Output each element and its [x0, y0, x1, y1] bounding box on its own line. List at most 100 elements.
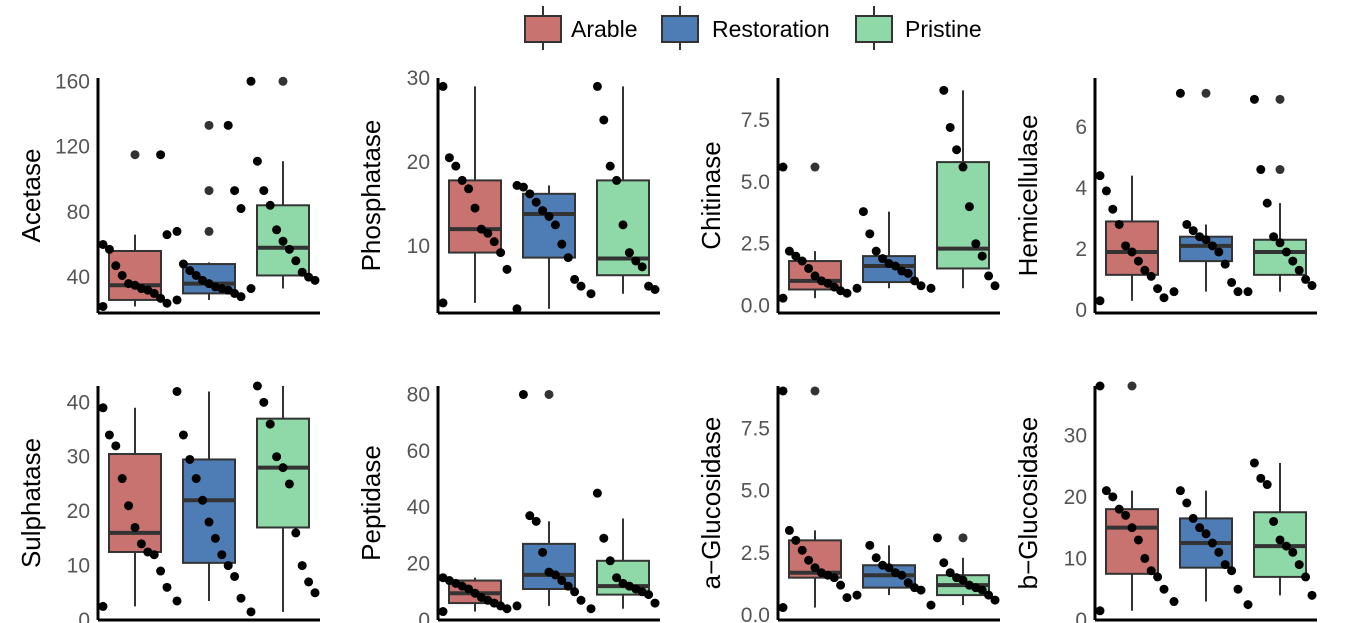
- data-point-phosphatase-restoration: [512, 304, 522, 314]
- data-point-phosphatase-pristine: [624, 248, 634, 258]
- outlier-b-glucosidase-arable: [1127, 381, 1137, 391]
- data-point-b-glucosidase-arable: [1133, 535, 1143, 545]
- data-point-b-glucosidase-restoration: [1182, 498, 1192, 508]
- data-point-chitinase-restoration: [865, 229, 875, 239]
- data-point-chitinase-restoration: [916, 281, 926, 291]
- data-point-peptidase-restoration: [538, 547, 548, 557]
- box-sulphatase-arable: [98, 403, 172, 611]
- data-point-a-glucosidase-arable: [778, 386, 788, 396]
- data-point-b-glucosidase-restoration: [1195, 523, 1205, 533]
- data-point-chitinase-pristine: [977, 251, 987, 261]
- outlier-peptidase-restoration: [544, 389, 554, 399]
- tick-label-b-glucosidase: 30: [1064, 424, 1087, 447]
- data-point-hemicellulase-pristine: [1243, 287, 1253, 297]
- data-point-b-glucosidase-pristine: [1256, 473, 1266, 483]
- outlier-acetase-pristine: [278, 76, 288, 86]
- data-point-hemicellulase-restoration: [1175, 88, 1185, 98]
- data-point-hemicellulase-restoration: [1195, 232, 1205, 242]
- data-point-peptidase-pristine: [612, 573, 622, 583]
- data-point-b-glucosidase-arable: [1095, 606, 1105, 616]
- data-point-acetase-arable: [124, 279, 134, 289]
- data-point-hemicellulase-pristine: [1269, 232, 1279, 242]
- data-point-hemicellulase-pristine: [1288, 256, 1298, 266]
- data-point-sulphatase-arable: [124, 501, 134, 511]
- data-point-a-glucosidase-arable: [836, 580, 846, 590]
- data-point-phosphatase-arable: [438, 81, 448, 91]
- box-phosphatase-arable: [438, 81, 512, 308]
- data-point-b-glucosidase-pristine: [1288, 547, 1298, 557]
- data-point-acetase-restoration: [236, 204, 246, 214]
- data-point-acetase-arable: [111, 261, 121, 271]
- box-body-peptidase-restoration: [522, 542, 576, 590]
- box-peptidase-pristine: [586, 488, 660, 614]
- data-point-hemicellulase-restoration: [1207, 241, 1217, 251]
- data-point-acetase-restoration: [185, 266, 195, 276]
- panel-acetase: 40 80 120 160 Acetase: [16, 70, 320, 315]
- data-point-hemicellulase-restoration: [1233, 287, 1243, 297]
- box-sulphatase-restoration: [172, 386, 246, 606]
- data-point-phosphatase-pristine: [612, 175, 622, 185]
- data-point-b-glucosidase-restoration: [1220, 560, 1230, 570]
- data-point-phosphatase-pristine: [586, 289, 596, 299]
- data-point-phosphatase-pristine: [644, 281, 654, 291]
- box-a-glucosidase-arable: [778, 386, 852, 613]
- data-point-b-glucosidase-pristine: [1262, 480, 1272, 490]
- data-point-sulphatase-pristine: [284, 479, 294, 489]
- data-point-a-glucosidase-arable: [842, 593, 852, 603]
- tick-label-b-glucosidase: 10: [1064, 547, 1087, 570]
- data-point-sulphatase-pristine: [297, 561, 307, 571]
- data-point-phosphatase-pristine: [618, 220, 628, 230]
- data-point-hemicellulase-arable: [1121, 241, 1131, 251]
- data-point-peptidase-restoration: [544, 567, 554, 577]
- tick-label-acetase: 80: [67, 201, 90, 224]
- data-point-sulphatase-pristine: [259, 397, 269, 407]
- data-point-hemicellulase-pristine: [1294, 265, 1304, 275]
- data-point-sulphatase-restoration: [172, 386, 182, 396]
- data-point-phosphatase-restoration: [525, 189, 535, 199]
- y-axis-label-acetase: Acetase: [16, 149, 46, 243]
- outlier-hemicellulase-restoration: [1201, 88, 1211, 98]
- data-point-chitinase-restoration: [858, 207, 868, 217]
- data-point-a-glucosidase-pristine: [939, 558, 949, 568]
- data-point-chitinase-pristine: [926, 283, 936, 293]
- tick-label-peptidase: 40: [407, 496, 430, 519]
- data-point-hemicellulase-restoration: [1214, 247, 1224, 257]
- tick-label-phosphatase: 30: [407, 67, 430, 90]
- data-point-hemicellulase-pristine: [1249, 94, 1259, 104]
- data-point-sulphatase-arable: [156, 566, 166, 576]
- data-point-b-glucosidase-pristine: [1301, 572, 1311, 582]
- tick-label-chitinase: 2.5: [741, 233, 770, 256]
- panel-peptidase: 0 20 40 60 80 Peptidase: [356, 383, 660, 623]
- tick-label-acetase: 160: [55, 70, 90, 93]
- data-point-acetase-restoration: [198, 275, 208, 285]
- tick-label-acetase: 120: [55, 136, 90, 159]
- panel-phosphatase: 10 20 30 Phosphatase: [356, 67, 660, 315]
- data-point-phosphatase-restoration: [550, 220, 560, 230]
- tick-label-a-glucosidase: 7.5: [741, 417, 770, 440]
- data-point-b-glucosidase-pristine: [1269, 516, 1279, 526]
- data-point-sulphatase-restoration: [178, 430, 188, 440]
- data-point-phosphatase-arable: [476, 224, 486, 234]
- data-point-phosphatase-restoration: [544, 211, 554, 221]
- data-point-sulphatase-pristine: [278, 463, 288, 473]
- data-point-chitinase-arable: [797, 256, 807, 266]
- data-point-peptidase-restoration: [576, 595, 586, 605]
- data-point-b-glucosidase-pristine: [1281, 541, 1291, 551]
- legend-key-restoration: [661, 15, 699, 43]
- data-point-sulphatase-restoration: [217, 550, 227, 560]
- data-point-b-glucosidase-restoration: [1188, 513, 1198, 523]
- data-point-phosphatase-arable: [470, 203, 480, 213]
- data-point-chitinase-restoration: [884, 259, 894, 269]
- y-axis-label-hemicellulase: Hemicellulase: [1013, 115, 1043, 277]
- tick-label-sulphatase: 10: [67, 555, 90, 578]
- data-point-phosphatase-restoration: [538, 206, 548, 216]
- data-point-chitinase-arable: [778, 162, 788, 172]
- box-b-glucosidase-arable: [1095, 381, 1169, 616]
- data-point-peptidase-pristine: [599, 533, 609, 543]
- data-point-a-glucosidase-pristine: [984, 590, 994, 600]
- tick-label-sulphatase: 0: [78, 609, 90, 623]
- data-point-phosphatase-arable: [444, 153, 454, 163]
- panel-a-glucosidase: 0.0 2.5 5.0 7.5 a−Glucosidase: [696, 386, 1000, 623]
- data-point-a-glucosidase-pristine: [952, 573, 962, 583]
